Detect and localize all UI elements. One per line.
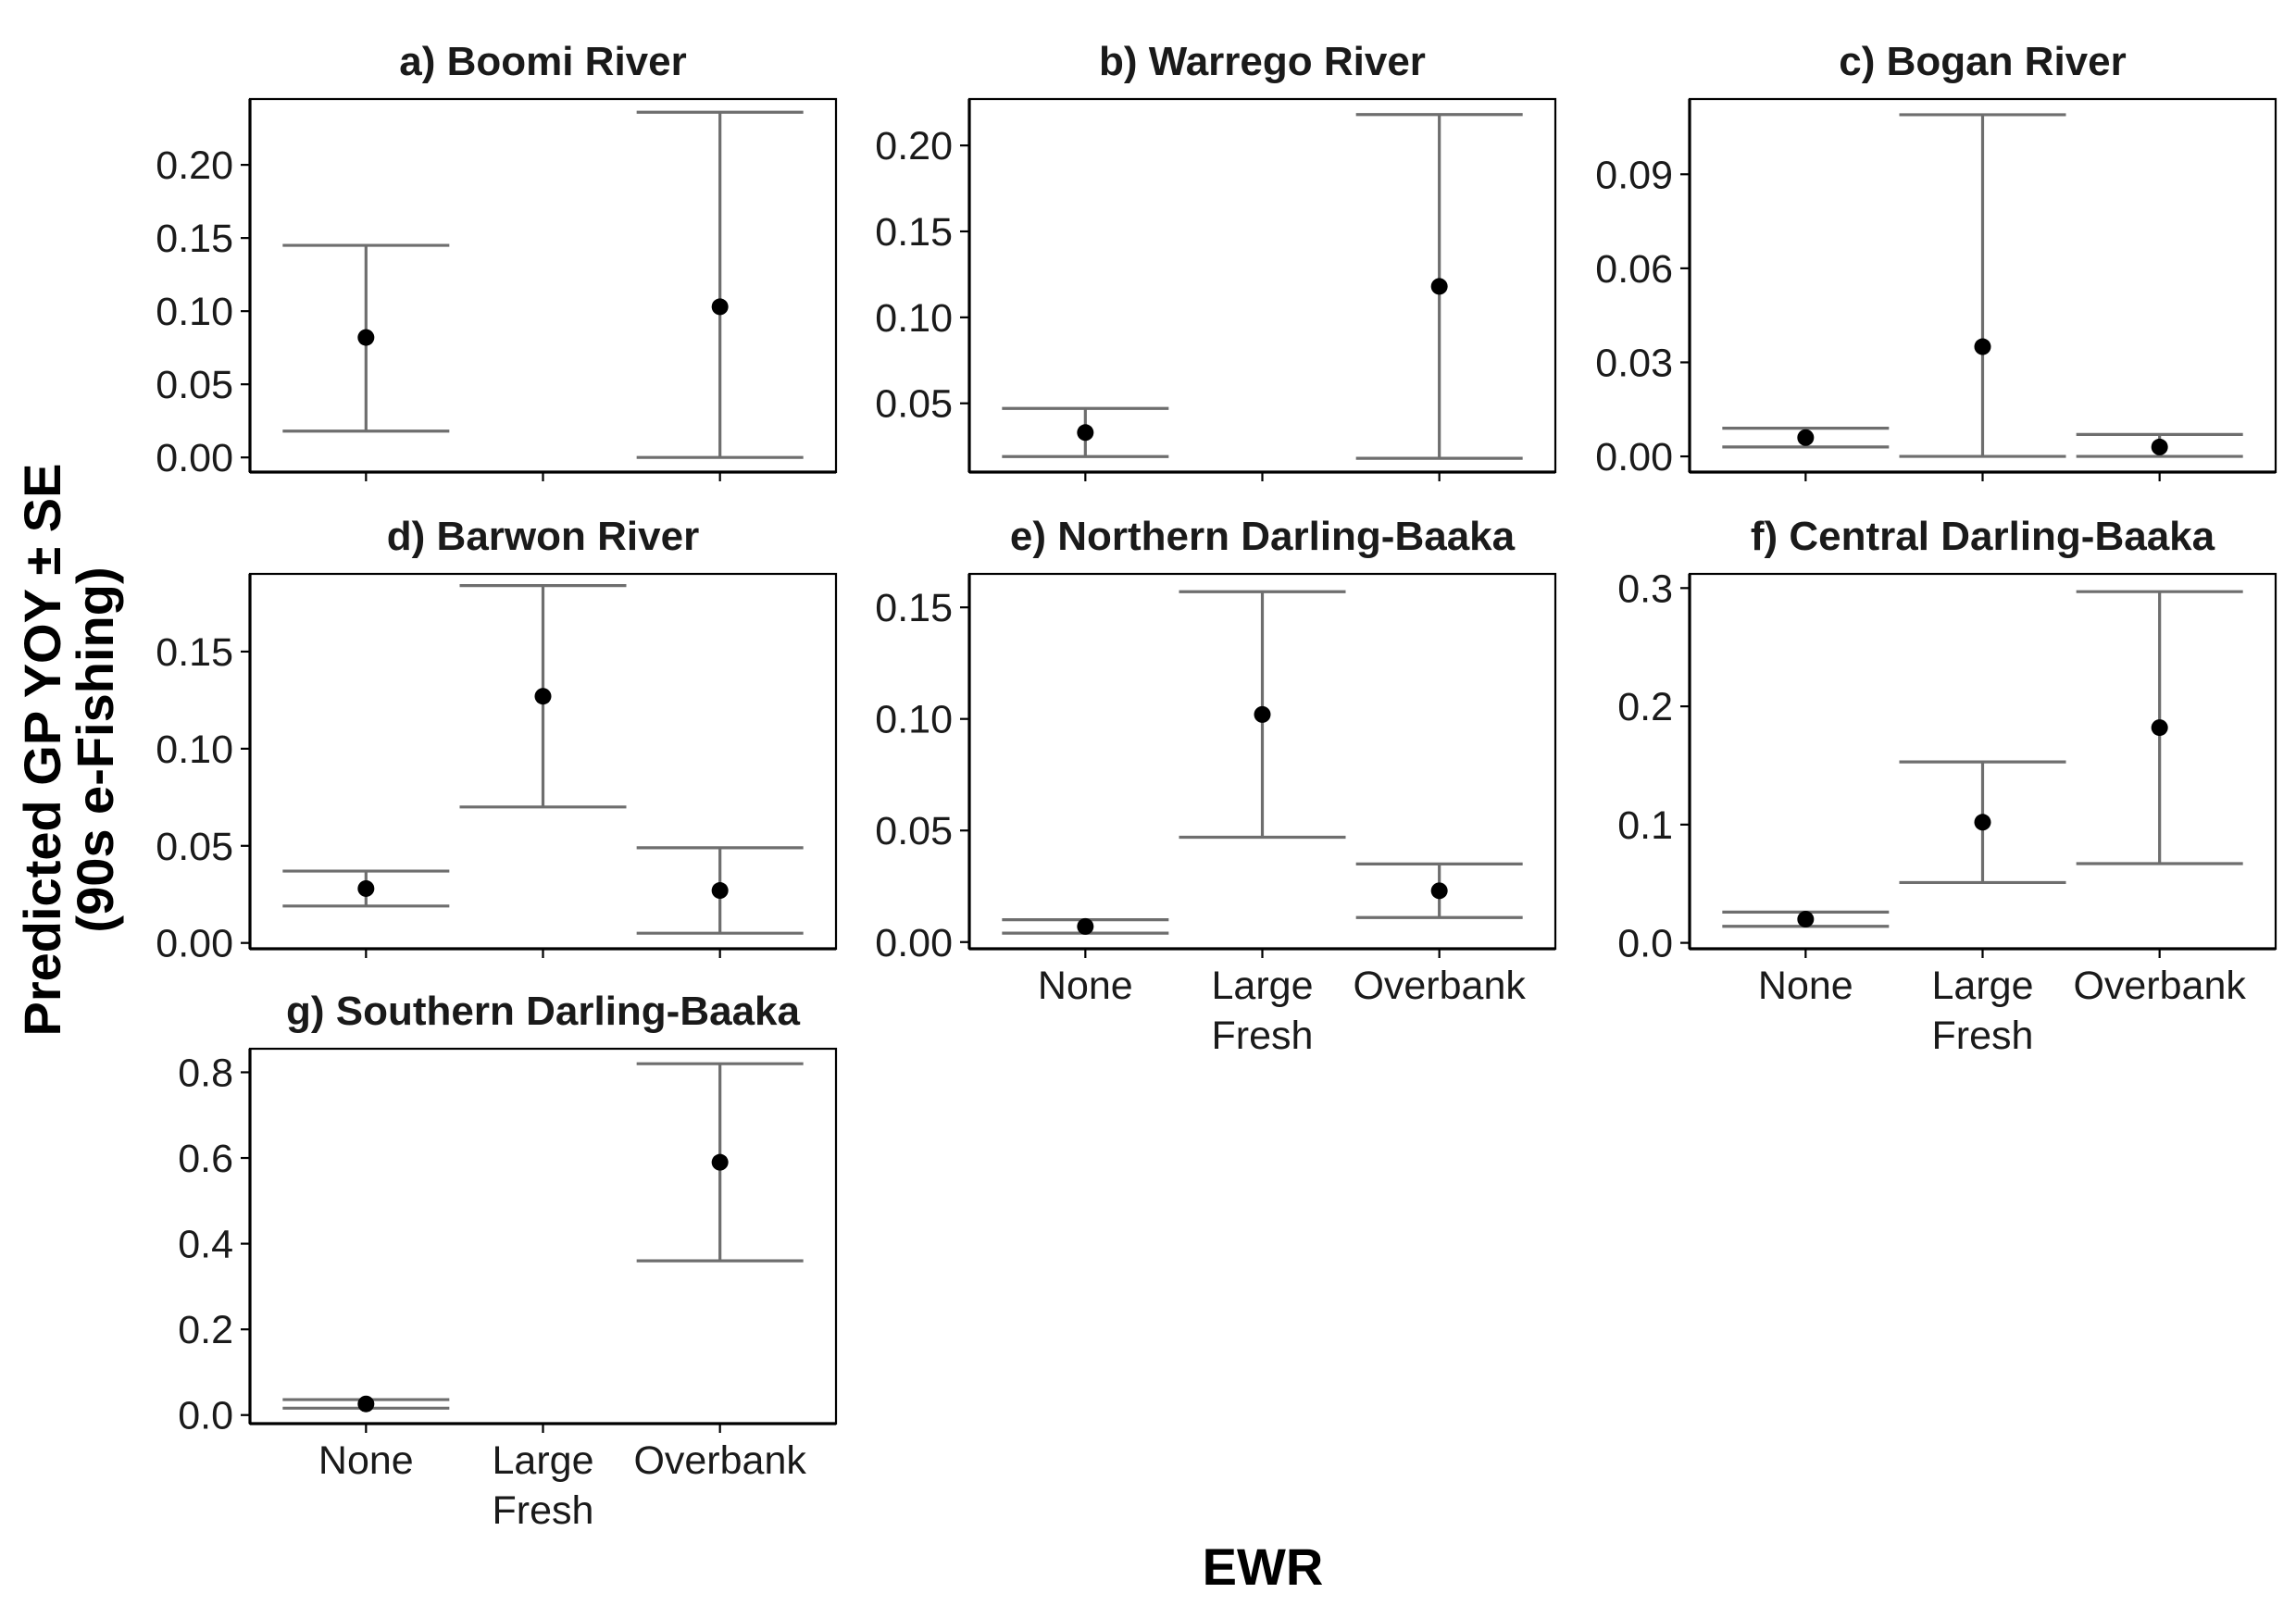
y-tick-label: 0.15 — [156, 217, 233, 261]
panel: a) Boomi River 0.00 0.05 0.10 0.15 0.20 — [156, 39, 838, 481]
x-tick-label: Overbank — [1353, 964, 1526, 1008]
x-tick-label: None — [1038, 964, 1133, 1008]
y-tick-label: 0.20 — [156, 143, 233, 188]
y-tick-label: 0.05 — [156, 825, 233, 869]
y-tick-label: 0.03 — [1595, 341, 1673, 385]
data-point — [1254, 705, 1271, 723]
y-tick-label: 0.15 — [875, 586, 953, 630]
x-tick-label: Large — [493, 1438, 594, 1483]
x-tick-label: Large — [1932, 964, 2034, 1008]
panel-title: e) Northern Darling-Baaka — [1010, 514, 1516, 559]
y-tick-label: 0.3 — [1617, 566, 1673, 611]
x-tick-label: Fresh — [493, 1488, 594, 1533]
y-tick-label: 0.15 — [156, 630, 233, 675]
x-tick-label: Fresh — [1212, 1014, 1314, 1058]
x-axis-label: EWR — [1203, 1537, 1324, 1596]
data-point — [357, 1395, 375, 1413]
panel: f) Central Darling-Baaka 0.0 0.1 0.2 0.3 None… — [1617, 514, 2277, 1058]
data-point — [711, 1153, 729, 1171]
x-tick-label: Overbank — [2073, 964, 2246, 1008]
data-point — [1974, 814, 1991, 831]
data-point — [2151, 719, 2168, 737]
y-tick-label: 0.1 — [1617, 803, 1673, 848]
panel: b) Warrego River 0.05 0.10 0.15 0.20 — [875, 39, 1557, 481]
y-tick-label: 0.8 — [178, 1051, 233, 1095]
data-point — [1430, 278, 1448, 295]
y-tick-label: 0.0 — [178, 1394, 233, 1438]
y-tick-label: 0.00 — [156, 922, 233, 966]
data-point — [1797, 429, 1815, 446]
panel-title: d) Barwon River — [387, 514, 699, 559]
panel-title: a) Boomi River — [399, 39, 687, 84]
panel: e) Northern Darling-Baaka 0.00 0.05 0.10 0.1… — [875, 514, 1557, 1058]
data-point — [1077, 917, 1094, 935]
y-tick-label: 0.00 — [1595, 435, 1673, 479]
y-tick-label: 0.05 — [875, 809, 953, 853]
y-tick-label: 0.4 — [178, 1223, 233, 1267]
y-tick-label: 0.20 — [875, 124, 953, 168]
data-point — [534, 688, 552, 705]
panel: g) Southern Darling-Baaka 0.0 0.2 0.4 0.6 0.8… — [178, 989, 838, 1533]
x-tick-label: None — [318, 1438, 414, 1483]
y-tick-label: 0.2 — [178, 1308, 233, 1352]
y-tick-label: 0.10 — [156, 290, 233, 334]
y-tick-label: 0.00 — [875, 921, 953, 965]
data-point — [2151, 438, 2168, 455]
x-tick-label: Overbank — [633, 1438, 806, 1483]
panel: d) Barwon River 0.00 0.05 0.10 0.15 — [156, 514, 838, 966]
data-point — [711, 882, 729, 900]
x-tick-label: Fresh — [1932, 1014, 2034, 1058]
x-tick-label: None — [1758, 964, 1853, 1008]
data-point — [357, 329, 375, 346]
y-tick-label: 0.15 — [875, 210, 953, 255]
panel: c) Bogan River 0.00 0.03 0.06 0.09 — [1595, 39, 2277, 481]
y-tick-label: 0.00 — [156, 436, 233, 480]
y-axis-label-line-2: (90s e-Fishing) — [66, 566, 124, 932]
data-point — [711, 298, 729, 316]
y-tick-label: 0.10 — [875, 296, 953, 341]
data-point — [1797, 911, 1815, 928]
data-point — [1430, 882, 1448, 900]
panel-title: c) Bogan River — [1839, 39, 2127, 84]
y-tick-label: 0.10 — [875, 698, 953, 742]
y-axis-label-line-1: Predicted GP YOY ± SE — [13, 463, 71, 1036]
y-tick-label: 0.0 — [1617, 922, 1673, 966]
y-tick-label: 0.05 — [156, 363, 233, 407]
y-tick-label: 0.06 — [1595, 247, 1673, 292]
data-point — [357, 879, 375, 897]
y-tick-label: 0.09 — [1595, 153, 1673, 197]
y-tick-label: 0.6 — [178, 1137, 233, 1181]
panel-title: g) Southern Darling-Baaka — [286, 989, 800, 1034]
data-point — [1077, 424, 1094, 442]
y-tick-label: 0.10 — [156, 728, 233, 772]
data-point — [1974, 338, 1991, 355]
panel-title: f) Central Darling-Baaka — [1751, 514, 2215, 559]
panel-title: b) Warrego River — [1099, 39, 1426, 84]
x-tick-label: Large — [1212, 964, 1314, 1008]
y-tick-label: 0.2 — [1617, 685, 1673, 729]
y-tick-label: 0.05 — [875, 382, 953, 427]
